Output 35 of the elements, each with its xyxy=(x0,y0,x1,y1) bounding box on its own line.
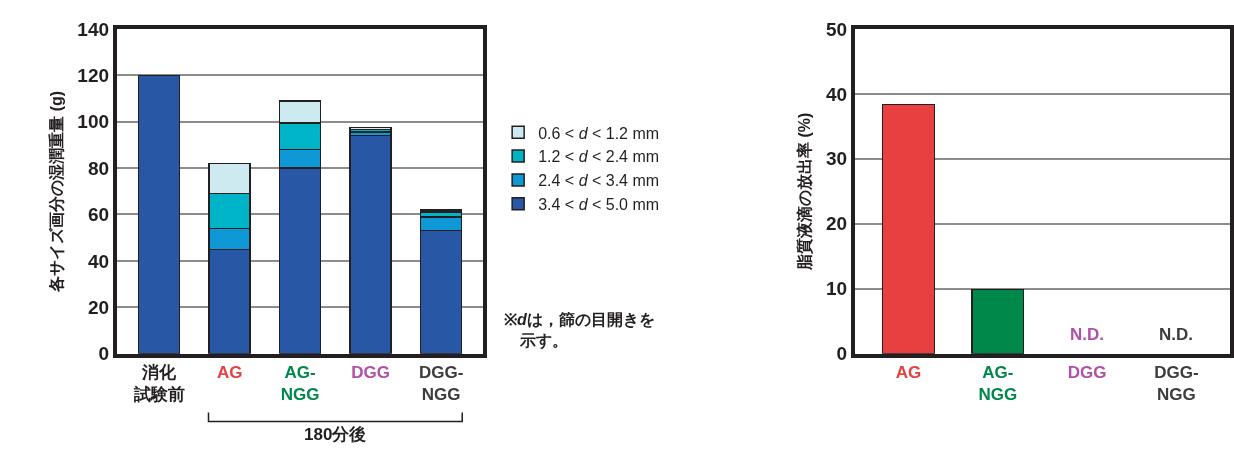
y-axis-title: 各サイズ画分の湿潤重量 (g) xyxy=(47,90,65,293)
y-tick-label: 30 xyxy=(825,148,848,170)
x-tick-label: 消化試験前 xyxy=(132,363,185,405)
legend-label: 3.4 < d < 5.0 mm xyxy=(538,195,660,213)
annotation: N.D. xyxy=(1159,325,1193,344)
text: ※dは，篩の目開きを示す。 xyxy=(504,311,655,350)
y-tick-label: 100 xyxy=(77,111,110,133)
y-tick-label: 10 xyxy=(825,278,848,300)
y-tick-label: 0 xyxy=(98,343,110,365)
x-tick-label: DGG xyxy=(1067,363,1107,383)
legend-label: 0.6 < d < 1.2 mm xyxy=(538,124,660,142)
y-tick-label: 20 xyxy=(825,213,848,235)
y-tick-label: 40 xyxy=(825,83,848,105)
legend-label: 1.2 < d < 2.4 mm xyxy=(538,148,660,166)
annotation: N.D. xyxy=(1070,325,1104,344)
bar xyxy=(349,134,392,354)
y-tick-label: 60 xyxy=(87,204,110,226)
x-tick-label: DGG-NGG xyxy=(1154,363,1199,405)
y-tick-label: 140 xyxy=(77,18,110,40)
y-axis-title: 脂質液滴の放出率 (%) xyxy=(795,112,815,271)
x-tick-label: DGG-NGG xyxy=(418,363,464,405)
y-tick-label: 0 xyxy=(836,343,848,365)
bar xyxy=(137,74,181,354)
y-tick-label: 50 xyxy=(825,18,848,40)
y-tick-label: 80 xyxy=(87,157,110,179)
legend-label: 2.4 < d < 3.4 mm xyxy=(538,172,660,190)
text: 180分後 xyxy=(304,425,367,444)
x-tick-label: AG xyxy=(216,363,243,383)
x-tick-label: DGG xyxy=(351,363,390,383)
x-tick-label: AG-NGG xyxy=(280,363,320,405)
y-tick-label: 120 xyxy=(77,64,110,86)
y-tick-label: 40 xyxy=(87,250,110,272)
x-tick-label: AG xyxy=(895,363,922,383)
x-tick-label: AG-NGG xyxy=(978,363,1018,405)
y-tick-label: 20 xyxy=(87,296,110,318)
